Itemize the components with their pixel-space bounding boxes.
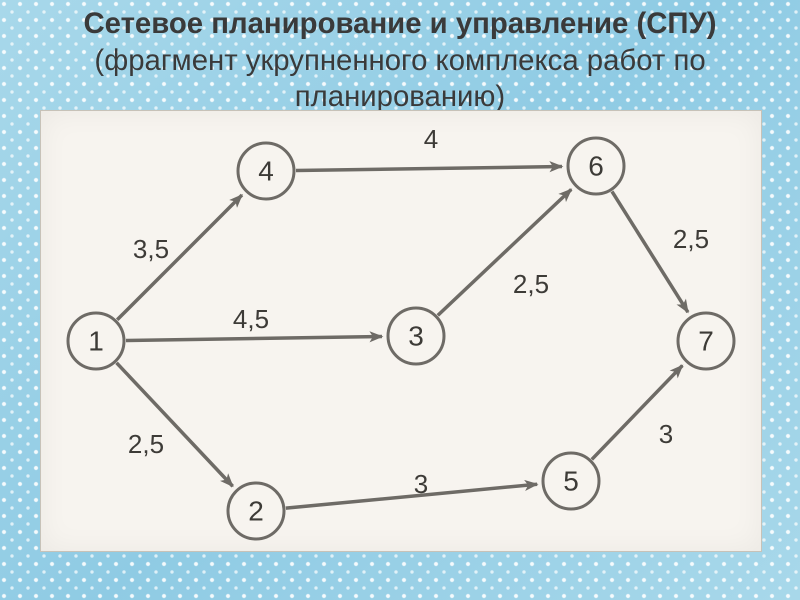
node-label-1: 1	[88, 325, 104, 356]
edge-label-4-6: 4	[424, 124, 438, 154]
edge-1-3	[126, 337, 382, 341]
node-label-3: 3	[408, 320, 424, 351]
page-title: Сетевое планирование и управление (СПУ) …	[0, 6, 800, 116]
edge-label-1-3: 4,5	[233, 304, 269, 334]
node-label-6: 6	[588, 150, 604, 181]
edge-4-6	[296, 167, 562, 171]
title-bold: Сетевое планирование и управление (СПУ)	[83, 7, 716, 40]
network-diagram-container: 3,5 4,5 2,5 4 2,5 3 2,5 3 1 2 3 4 5 6 7	[40, 110, 762, 552]
edge-label-3-6: 2,5	[513, 269, 549, 299]
edge-label-1-2: 2,5	[128, 429, 164, 459]
edge-2-5	[286, 484, 537, 508]
title-normal: (фрагмент укрупненного комплекса работ п…	[94, 44, 705, 114]
edge-label-6-7: 2,5	[673, 224, 709, 254]
edge-label-1-4: 3,5	[133, 234, 169, 264]
edge-label-2-5: 3	[414, 469, 428, 499]
node-label-4: 4	[258, 155, 274, 186]
node-label-5: 5	[563, 465, 579, 496]
edge-1-2	[117, 363, 233, 486]
node-label-7: 7	[698, 325, 714, 356]
node-label-2: 2	[248, 495, 264, 526]
network-diagram: 3,5 4,5 2,5 4 2,5 3 2,5 3 1 2 3 4 5 6 7	[41, 111, 761, 551]
page-background: Сетевое планирование и управление (СПУ) …	[0, 0, 800, 600]
edge-3-6	[438, 189, 571, 315]
edge-label-5-7: 3	[659, 419, 673, 449]
